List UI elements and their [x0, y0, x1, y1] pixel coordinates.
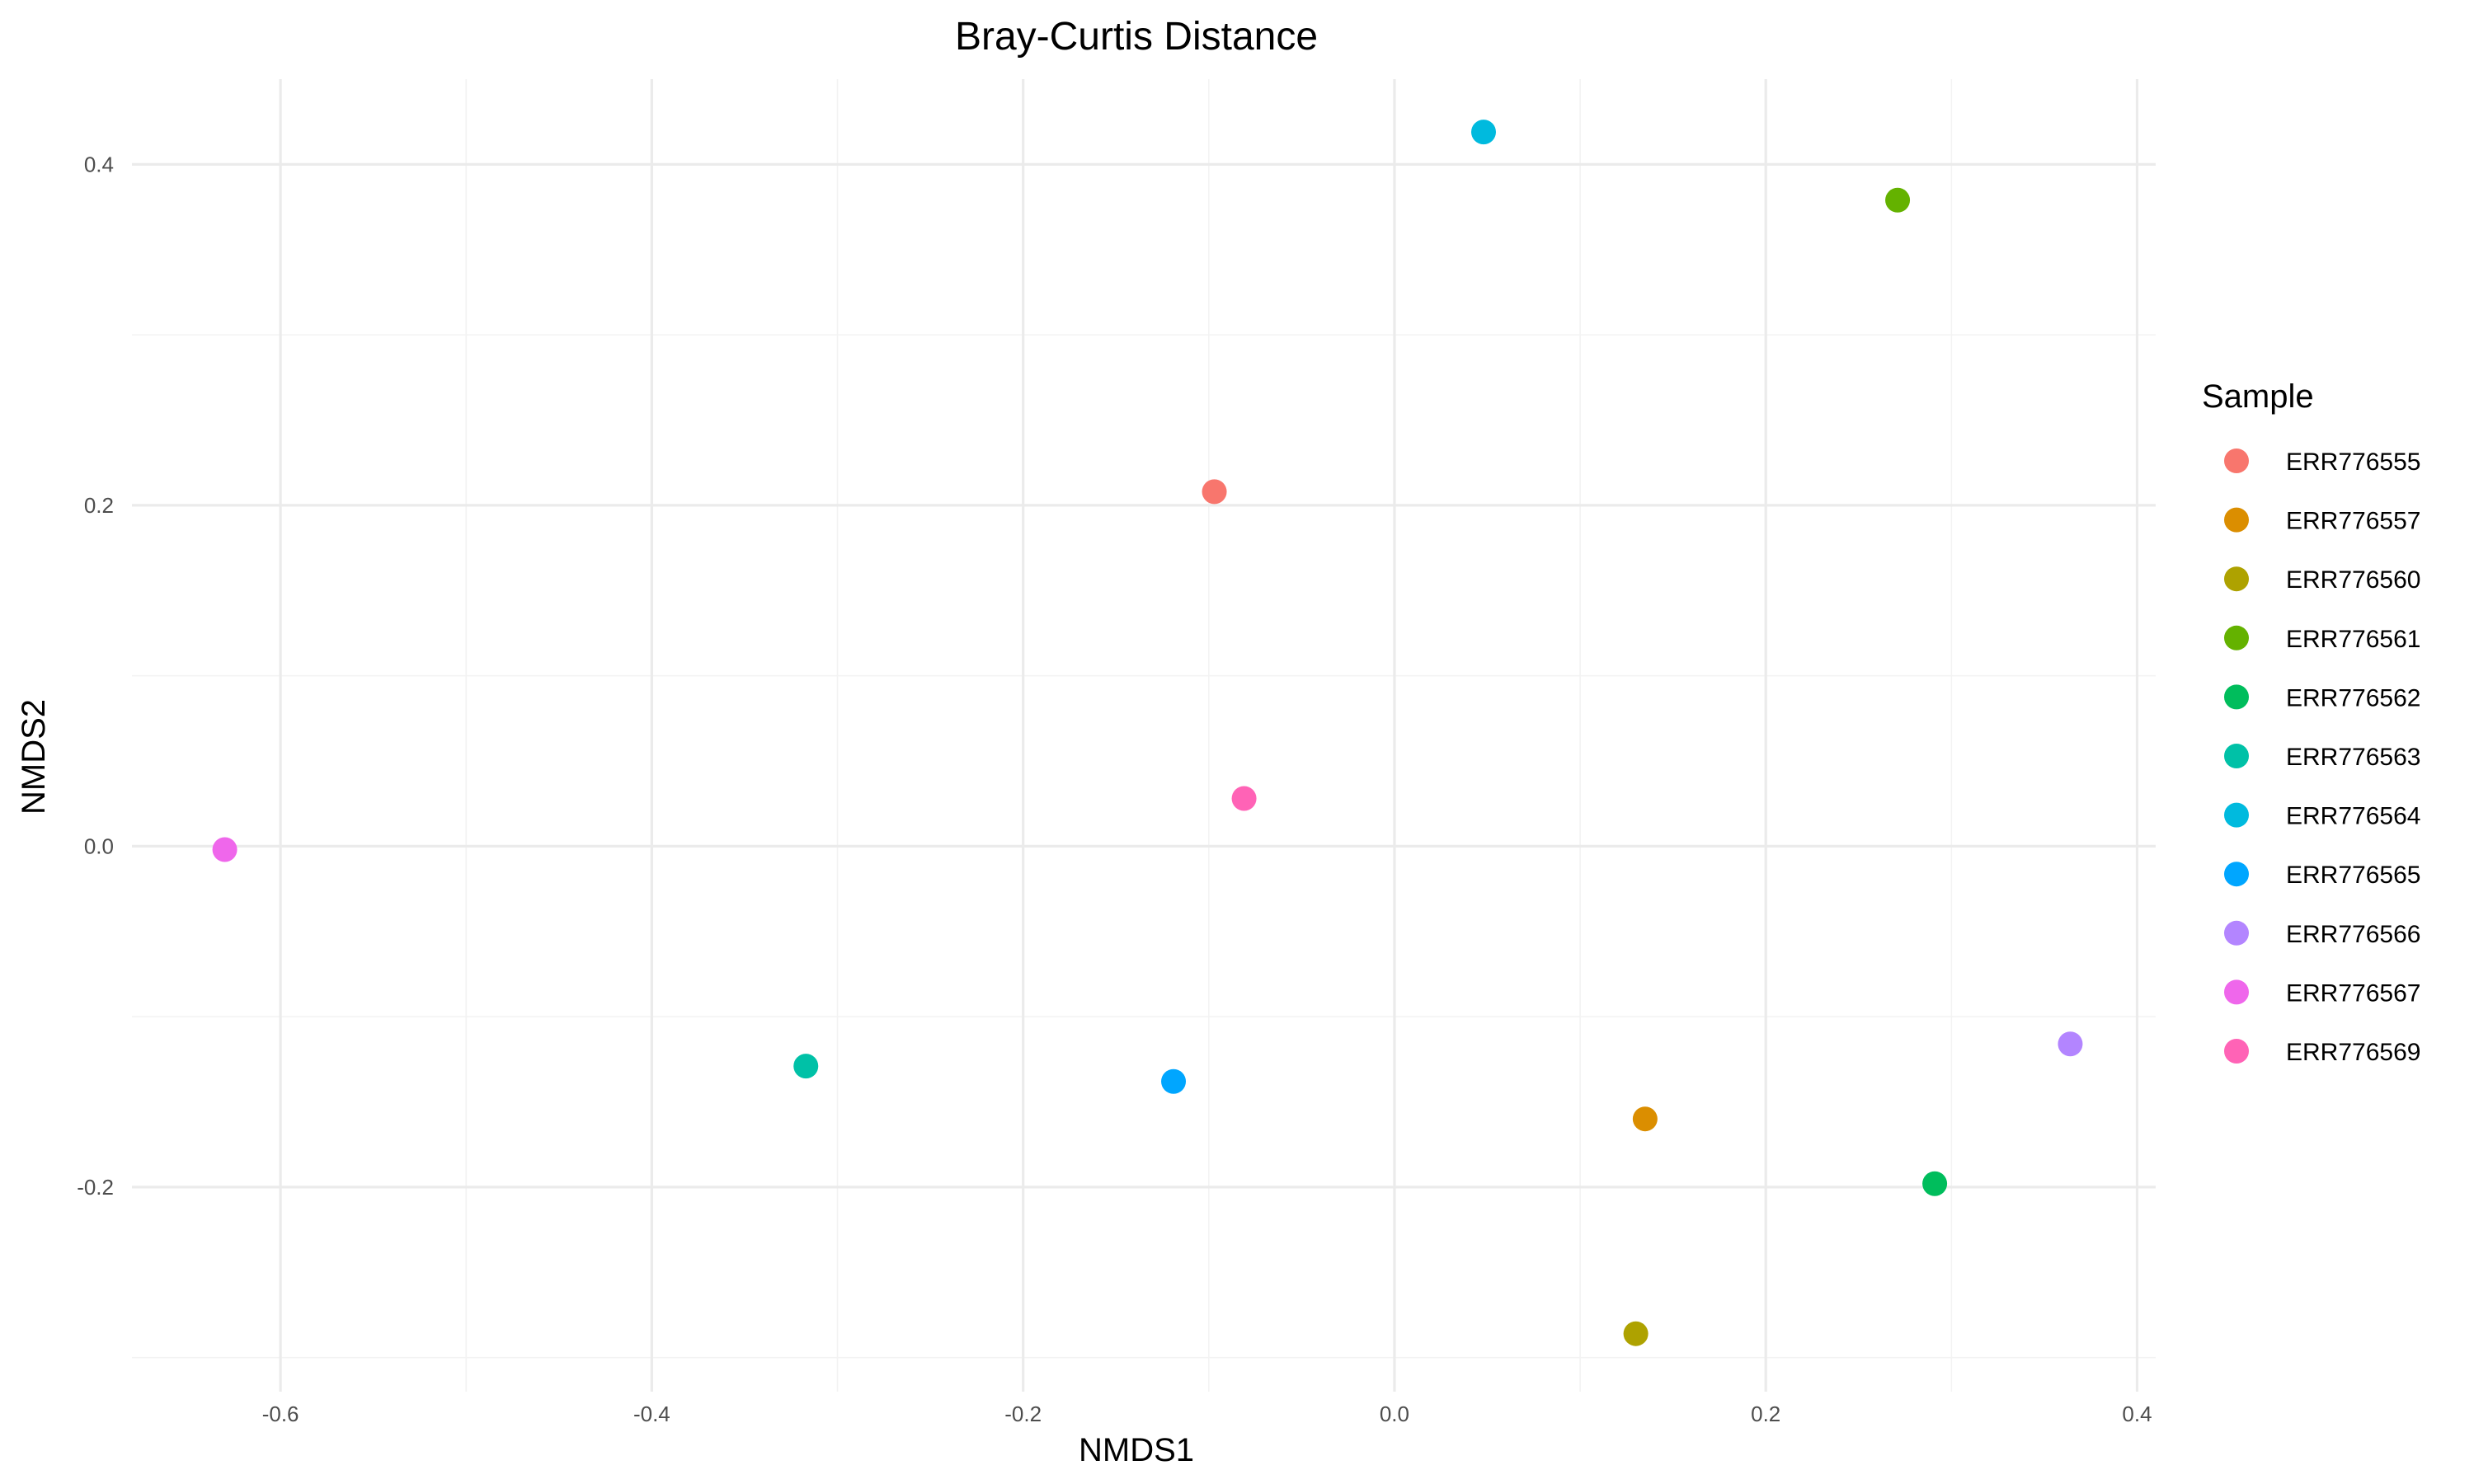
major-gridlines: [132, 79, 2156, 1392]
legend-key-ERR776555: [2224, 448, 2249, 473]
data-point-ERR776569: [1231, 786, 1257, 811]
data-point-ERR776566: [2058, 1031, 2083, 1057]
legend-label-ERR776566: ERR776566: [2286, 921, 2420, 948]
x-tick-label: -0.6: [262, 1402, 299, 1426]
y-tick-label: 0.4: [84, 152, 114, 176]
x-axis-tick-labels: -0.6 -0.4 -0.2 0.0 0.2 0.4: [262, 1402, 2152, 1426]
minor-gridlines: [132, 79, 2156, 1392]
data-points: [212, 120, 2083, 1346]
y-axis-title: NMDS2: [16, 699, 52, 815]
legend-key-ERR776560: [2224, 566, 2249, 592]
legend: Sample ERR776555ERR776557ERR776560ERR776…: [2202, 378, 2420, 1066]
legend-key-ERR776564: [2224, 802, 2249, 828]
legend-label-ERR776555: ERR776555: [2286, 448, 2420, 476]
data-point-ERR776563: [793, 1054, 819, 1079]
legend-label-ERR776569: ERR776569: [2286, 1039, 2420, 1066]
x-tick-label: 0.0: [1380, 1402, 1409, 1426]
legend-label-ERR776567: ERR776567: [2286, 979, 2420, 1007]
legend-label-ERR776561: ERR776561: [2286, 626, 2420, 653]
legend-items: ERR776555 ERR776557 ERR776560 ERR776561 ERR7…: [2224, 448, 2420, 1066]
x-axis-title: NMDS1: [1079, 1432, 1194, 1468]
x-tick-label: -0.2: [1004, 1402, 1042, 1426]
legend-label-ERR776564: ERR776564: [2286, 803, 2420, 830]
y-tick-label: 0.0: [84, 834, 114, 858]
x-tick-label: -0.4: [633, 1402, 670, 1426]
data-point-ERR776567: [212, 837, 238, 862]
legend-key-ERR776567: [2224, 979, 2249, 1005]
data-point-ERR776561: [1885, 187, 1911, 213]
legend-label-ERR776565: ERR776565: [2286, 862, 2420, 889]
y-axis-tick-labels: -0.2 0.0 0.2 0.4: [77, 152, 114, 1200]
legend-label-ERR776557: ERR776557: [2286, 508, 2420, 535]
data-point-ERR776555: [1202, 479, 1227, 505]
chart-title: Bray-Curtis Distance: [955, 15, 1318, 59]
data-point-ERR776557: [1632, 1106, 1658, 1132]
data-point-ERR776565: [1161, 1068, 1187, 1094]
legend-label-ERR776560: ERR776560: [2286, 566, 2420, 594]
legend-key-ERR776566: [2224, 920, 2249, 946]
y-tick-label: 0.2: [84, 493, 114, 518]
legend-key-ERR776561: [2224, 625, 2249, 650]
legend-title: Sample: [2202, 378, 2314, 415]
legend-label-ERR776563: ERR776563: [2286, 744, 2420, 771]
x-tick-label: 0.4: [2122, 1402, 2152, 1426]
legend-key-ERR776569: [2224, 1039, 2249, 1064]
legend-key-ERR776562: [2224, 684, 2249, 710]
legend-label-ERR776562: ERR776562: [2286, 684, 2420, 711]
legend-key-ERR776557: [2224, 507, 2249, 533]
data-point-ERR776560: [1623, 1321, 1649, 1346]
data-point-ERR776562: [1922, 1171, 1948, 1196]
x-tick-label: 0.2: [1751, 1402, 1780, 1426]
legend-key-ERR776565: [2224, 862, 2249, 887]
data-point-ERR776564: [1471, 120, 1497, 145]
y-tick-label: -0.2: [77, 1175, 114, 1200]
legend-key-ERR776563: [2224, 744, 2249, 768]
